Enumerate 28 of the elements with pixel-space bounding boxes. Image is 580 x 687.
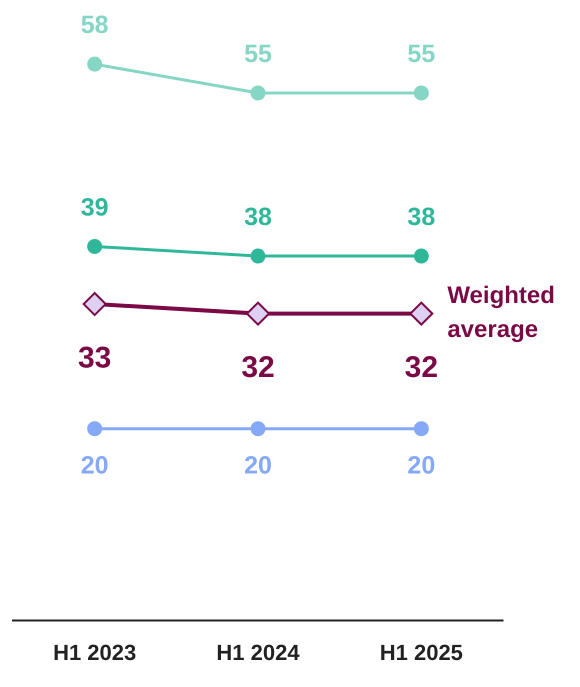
data-label: 32 (404, 350, 438, 384)
point (250, 248, 266, 264)
data-label: 38 (407, 202, 436, 231)
point (414, 421, 429, 436)
data-label: 55 (244, 40, 272, 68)
data-label: 33 (78, 341, 112, 374)
point (82, 292, 107, 316)
data-label: 39 (80, 193, 109, 222)
point (414, 85, 429, 100)
point (87, 421, 102, 436)
point (409, 302, 434, 326)
x-tick-label: H1 2025 (380, 640, 463, 665)
point (87, 238, 102, 254)
point (246, 302, 270, 326)
point (250, 421, 266, 436)
data-label: 20 (407, 452, 436, 480)
x-tick-label: H1 2024 (216, 640, 300, 665)
data-label: 38 (244, 202, 272, 231)
point (87, 56, 102, 72)
data-label: 55 (407, 40, 436, 68)
point (250, 85, 266, 100)
data-label: 20 (80, 452, 109, 480)
point (414, 248, 429, 264)
data-label: 58 (80, 11, 109, 40)
x-tick-label: H1 2023 (53, 640, 136, 665)
series-label: Weighted average (447, 282, 555, 344)
data-label: 20 (244, 452, 272, 480)
data-label: 32 (241, 350, 275, 384)
